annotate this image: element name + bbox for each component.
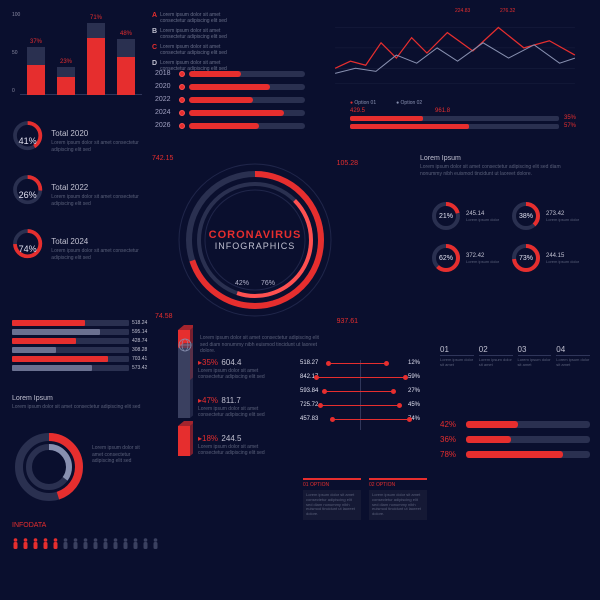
donut-column: 41%Total 2020Lorem ipsum dolor sit amet …	[12, 120, 147, 282]
lorem-mid-left: Lorem Ipsum Lorem ipsum dolor sit amet c…	[12, 395, 152, 411]
donut-quad: 21%245.14Lorem ipsum dolor38%273.42Lorem…	[430, 200, 590, 274]
bar-chart-top-left: 10050037%23%71%48%	[12, 12, 142, 107]
lorem-center-bottom: Lorem ipsum dolor sit amet consectetur a…	[200, 335, 320, 355]
globe-icon	[178, 338, 192, 352]
progress-bars-top-right: 429.5961.8 35%57%	[350, 108, 580, 131]
percent-bars-bottom-right: 42%36%78%	[440, 420, 590, 465]
main-subtitle: INFOGRAPHICS	[215, 241, 296, 251]
main-title: CORONAVIRUS	[209, 229, 302, 241]
people-icons	[12, 538, 159, 550]
donut-bottom-left	[12, 430, 87, 505]
center-ring: CORONAVIRUS INFOGRAPHICS 42%76% 742.15 1…	[170, 155, 340, 325]
option-boxes: 01 OPTIONLorem ipsum dolor sit amet cons…	[300, 475, 430, 523]
stacked-bars: 518.24595.14428.74308.28703.41573.42	[12, 320, 152, 374]
numbered-columns: 01Lorem ipsum dolor sit amet02Lorem ipsu…	[440, 345, 590, 368]
legend-abcd: ALorem ipsum dolor sit amet consectetur …	[152, 12, 232, 76]
infodata-label: INFODATA	[12, 522, 46, 529]
line-chart: 224.83276.32● Option 01● Option 02	[330, 8, 580, 98]
pillars-3d: ▸35% 604.4Lorem ipsum dolor sit amet con…	[175, 355, 285, 469]
timeline-years: 20182020202220242026	[155, 70, 305, 135]
lorem-right: Lorem Ipsum Lorem ipsum dolor sit amet c…	[420, 155, 580, 177]
lollipop-chart: 518.2712%842.1759%593.8427%725.7245%457.…	[300, 360, 420, 430]
